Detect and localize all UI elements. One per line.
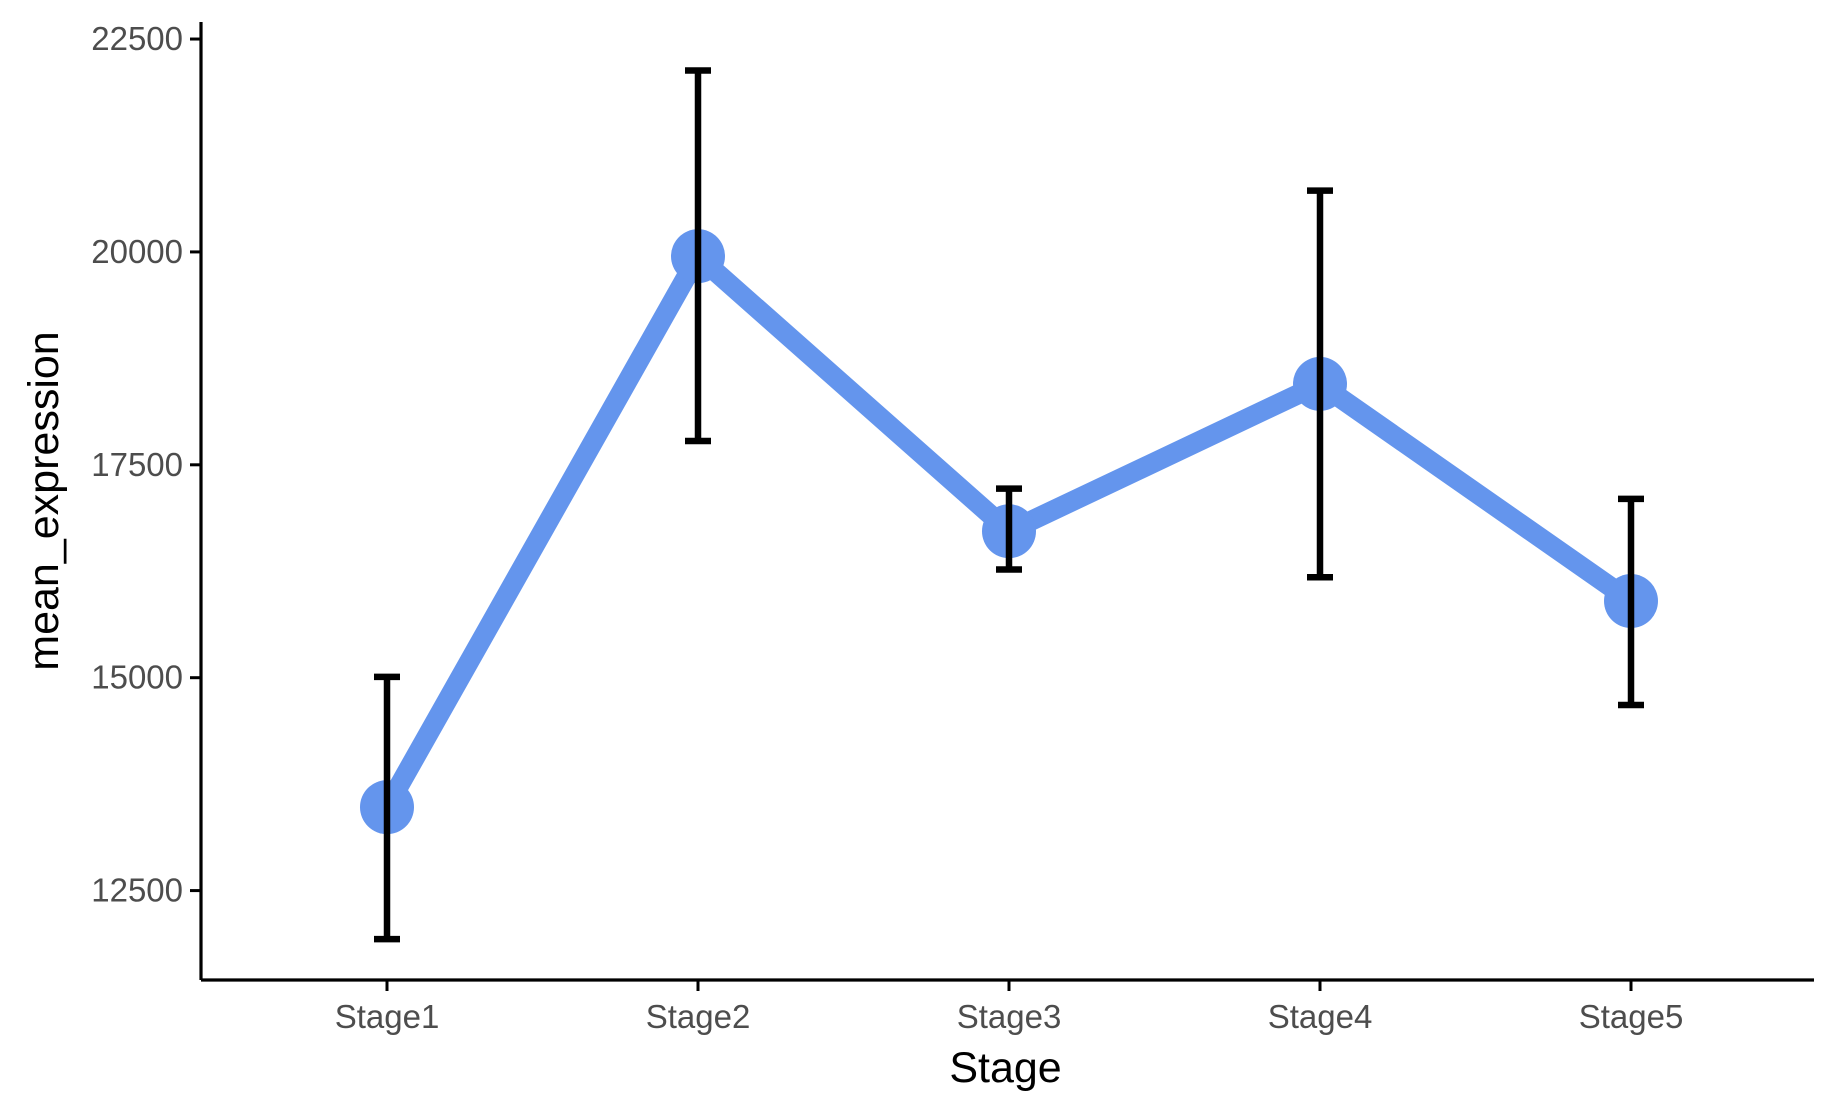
x-axis: Stage1 Stage2 Stage3 Stage4 Stage5 xyxy=(201,978,1814,1035)
x-ticks: Stage1 Stage2 Stage3 Stage4 Stage5 xyxy=(335,980,1684,1035)
error-bar xyxy=(1618,495,1644,709)
x-tick-label: Stage2 xyxy=(646,998,751,1035)
y-tick-label: 17500 xyxy=(91,446,183,483)
y-tick-label: 20000 xyxy=(91,233,183,270)
y-tick-label: 12500 xyxy=(91,872,183,909)
y-axis: 12500 15000 17500 20000 22500 xyxy=(91,20,203,980)
y-ticks: 12500 15000 17500 20000 22500 xyxy=(91,20,201,909)
x-tick-label: Stage5 xyxy=(1579,998,1684,1035)
x-tick-label: Stage4 xyxy=(1268,998,1373,1035)
x-tick-label: Stage1 xyxy=(335,998,440,1035)
y-tick-label: 15000 xyxy=(91,659,183,696)
x-tick-label: Stage3 xyxy=(957,998,1062,1035)
y-tick-label: 22500 xyxy=(91,20,183,57)
error-bar xyxy=(996,485,1022,573)
error-bar xyxy=(685,67,711,445)
error-bar xyxy=(1307,187,1333,581)
error-bar-layer xyxy=(374,67,1644,943)
plot-area xyxy=(360,67,1658,943)
x-axis-title: Stage xyxy=(949,1044,1061,1092)
error-bar xyxy=(374,673,400,943)
y-axis-title: mean_expression xyxy=(20,331,68,670)
